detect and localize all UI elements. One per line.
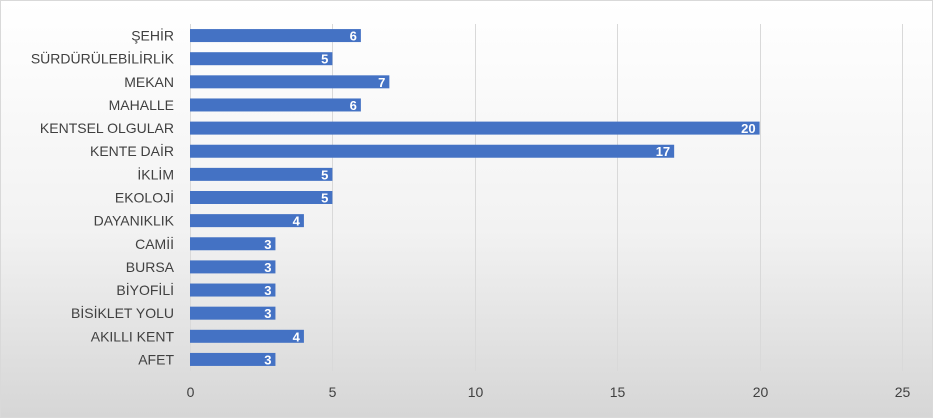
category-label: BURSA [126, 259, 175, 275]
bar [190, 52, 333, 66]
bar [190, 98, 361, 112]
bar [190, 306, 276, 320]
x-tick-label: 15 [610, 384, 626, 400]
bar [190, 260, 276, 274]
category-label: DAYANIKLIK [94, 213, 175, 229]
data-label: 3 [264, 237, 271, 252]
data-label: 3 [264, 260, 271, 275]
data-label: 7 [378, 75, 385, 90]
data-label: 4 [293, 329, 301, 344]
data-label: 3 [264, 306, 271, 321]
category-label: KENTSEL OLGULAR [40, 120, 174, 136]
x-tick-label: 0 [187, 384, 195, 400]
data-label: 5 [321, 167, 328, 182]
bar [190, 214, 304, 228]
data-label: 3 [264, 283, 271, 298]
x-tick-label: 20 [753, 384, 769, 400]
category-label: İKLİM [137, 165, 174, 182]
data-label: 17 [656, 144, 670, 159]
bar [190, 144, 675, 158]
category-label: EKOLOJİ [115, 189, 174, 206]
category-label: KENTE DAİR [90, 142, 174, 159]
category-label: BİSİKLET YOLU [71, 304, 174, 321]
bar [190, 167, 333, 181]
data-label: 6 [350, 29, 357, 44]
bar [190, 237, 276, 251]
category-label: MEKAN [124, 74, 174, 90]
category-label: ŞEHİR [131, 27, 174, 44]
data-label: 5 [321, 52, 328, 67]
bar [190, 75, 390, 89]
data-label: 5 [321, 191, 328, 206]
category-label: AKILLI KENT [91, 328, 175, 344]
category-label: AFET [138, 351, 174, 367]
bar [190, 283, 276, 297]
bar [190, 121, 760, 135]
category-label: MAHALLE [109, 97, 174, 113]
bar [190, 191, 333, 204]
data-label: 4 [293, 214, 301, 229]
data-label: 20 [741, 121, 755, 136]
category-label: CAMİİ [135, 235, 174, 252]
category-label: BİYOFİLİ [116, 281, 174, 298]
bar [190, 329, 304, 343]
data-label: 3 [264, 352, 271, 367]
bar [190, 352, 276, 366]
data-label: 6 [350, 98, 357, 113]
x-tick-label: 10 [468, 384, 484, 400]
x-tick-label: 25 [895, 384, 911, 400]
bar [190, 29, 361, 43]
x-tick-label: 5 [329, 384, 337, 400]
category-label: SÜRDÜRÜLEBİLİRLİK [31, 50, 175, 67]
